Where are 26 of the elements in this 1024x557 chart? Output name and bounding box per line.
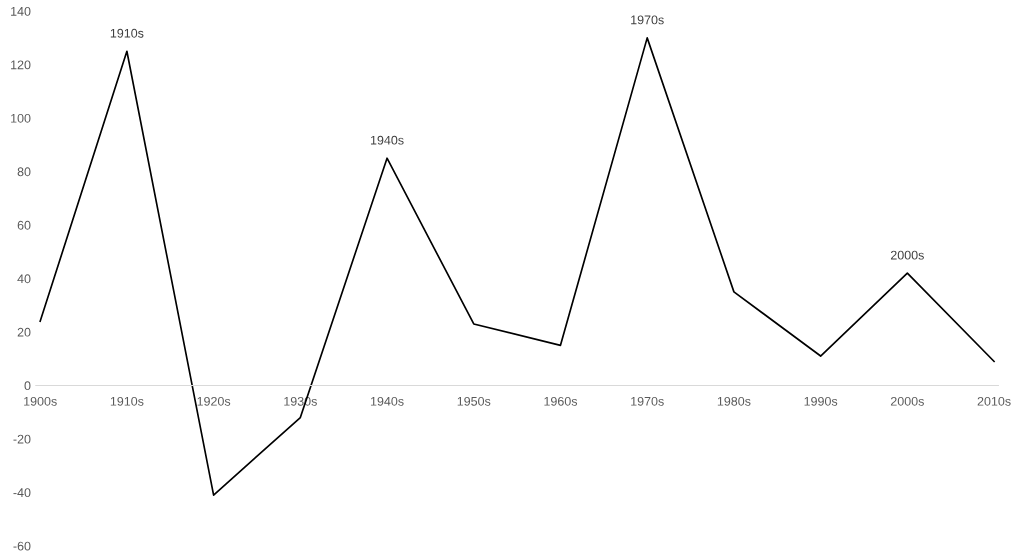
x-tick-label: 1950s [457,396,491,406]
y-tick-label: 80 [17,167,31,177]
y-tick-label: 20 [17,327,31,337]
x-tick-label: 1970s [631,396,664,406]
y-tick-label: -40 [13,488,31,498]
y-tick-label: -20 [13,434,31,444]
x-tick-label: 1920s [197,396,231,406]
x-tick-label: 1910s [110,396,144,406]
y-tick-label: 0 [24,381,31,391]
annotation: 1910s [110,28,144,38]
x-tick-label: 1990s [804,396,838,406]
x-tick-label: 1940s [370,396,404,406]
x-tick-label: 1980s [717,396,751,406]
x-tick-label: 1960s [544,396,578,406]
y-tick-label: -60 [13,541,31,551]
y-tick-label: 120 [11,60,31,70]
y-tick-label: 60 [17,220,31,230]
y-tick-label: 140 [11,6,31,16]
y-tick-label: 100 [11,113,31,123]
x-tick-label: 2000s [890,396,924,406]
y-tick-label: 40 [17,274,31,284]
annotation: 1970s [631,15,664,25]
annotation: 2000s [890,250,924,260]
annotation: 1940s [370,135,404,145]
x-tick-label: 1900s [24,396,57,406]
x-tick-label: 2010s [977,396,1011,406]
